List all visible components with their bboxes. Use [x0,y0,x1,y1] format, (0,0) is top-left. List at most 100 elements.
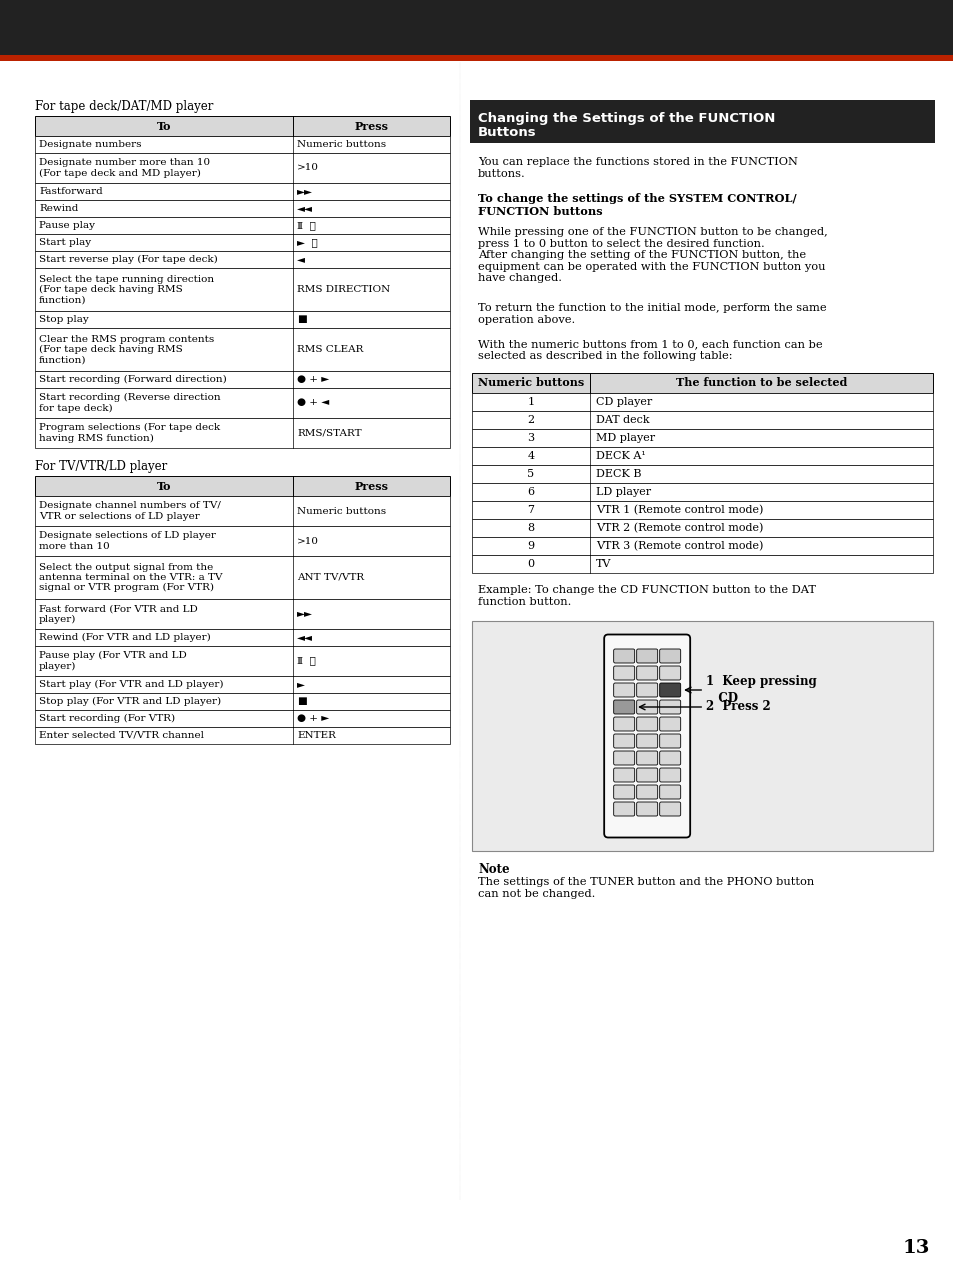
Bar [35,676,450,693]
Text: Numeric buttons: Numeric buttons [296,506,386,515]
Text: 8: 8 [527,523,534,533]
FancyBboxPatch shape [636,700,657,714]
Bar [35,476,450,496]
Bar [35,183,450,200]
Text: ◄◄: ◄◄ [296,205,313,213]
FancyBboxPatch shape [636,649,657,663]
Bar [472,519,932,537]
Bar [472,447,932,465]
Text: Enter selected TV/VTR channel: Enter selected TV/VTR channel [39,731,204,740]
FancyBboxPatch shape [613,700,634,714]
Bar [0,56,953,61]
Text: ● + ◄: ● + ◄ [296,399,329,408]
Bar [472,429,932,447]
Text: ● + ►: ● + ► [296,714,329,722]
Text: CD player: CD player [596,397,652,407]
Text: Start recording (For VTR): Start recording (For VTR) [39,714,175,722]
Bar [35,710,450,727]
Text: VTR 3 (Remote control mode): VTR 3 (Remote control mode) [596,541,762,551]
Text: Rewind: Rewind [39,205,78,213]
FancyBboxPatch shape [636,734,657,748]
Bar [35,645,450,676]
Bar [35,116,450,136]
Bar [472,621,932,851]
Text: Press: Press [355,480,388,491]
Text: 13: 13 [902,1239,929,1257]
Text: 4: 4 [527,451,534,461]
Text: CD: CD [705,692,738,705]
Text: RMS/START: RMS/START [296,428,361,437]
Text: ANT TV/VTR: ANT TV/VTR [296,573,364,582]
Bar [472,393,932,410]
Text: 9: 9 [527,541,534,551]
Text: Stop play: Stop play [39,314,89,325]
Bar [35,153,450,183]
Text: Designate numbers: Designate numbers [39,140,141,149]
Text: Numeric buttons: Numeric buttons [477,378,583,389]
Bar [35,328,450,371]
FancyBboxPatch shape [659,802,680,816]
FancyBboxPatch shape [659,700,680,714]
FancyBboxPatch shape [659,649,680,663]
Text: Buttons: Buttons [477,126,536,139]
FancyBboxPatch shape [613,683,634,697]
Text: Press: Press [355,120,388,131]
Text: Changing the Settings of the FUNCTION: Changing the Settings of the FUNCTION [477,112,775,125]
FancyBboxPatch shape [636,768,657,782]
Text: Stop play (For VTR and LD player): Stop play (For VTR and LD player) [39,697,221,706]
Text: 7: 7 [527,505,534,515]
Text: Select the output signal from the
antenna terminal on the VTR: a TV
signal or VT: Select the output signal from the antenn… [39,562,222,592]
FancyBboxPatch shape [636,717,657,731]
Text: The settings of the TUNER button and the PHONO button
can not be changed.: The settings of the TUNER button and the… [477,877,814,898]
Text: ◄◄: ◄◄ [296,633,313,642]
Text: 3: 3 [527,433,534,443]
Text: To: To [156,480,172,491]
FancyBboxPatch shape [613,768,634,782]
Bar [35,556,450,599]
Bar [35,693,450,710]
Text: Designate channel numbers of TV/
VTR or selections of LD player: Designate channel numbers of TV/ VTR or … [39,501,221,520]
Text: ● + ►: ● + ► [296,375,329,384]
Text: Note: Note [477,863,509,877]
Bar [35,251,450,268]
Bar [472,482,932,501]
FancyBboxPatch shape [659,666,680,679]
Text: Rewind (For VTR and LD player): Rewind (For VTR and LD player) [39,633,211,642]
Bar [35,371,450,388]
Bar [472,373,932,393]
Text: DECK B: DECK B [596,469,640,479]
Bar [35,629,450,645]
Bar [470,100,934,143]
FancyBboxPatch shape [613,734,634,748]
Text: 6: 6 [527,488,534,498]
Bar [35,268,450,311]
Text: For tape deck/DAT/MD player: For tape deck/DAT/MD player [35,100,213,112]
FancyBboxPatch shape [636,683,657,697]
Text: You can replace the functions stored in the FUNCTION
buttons.: You can replace the functions stored in … [477,157,797,178]
Text: For TV/VTR/LD player: For TV/VTR/LD player [35,460,167,474]
FancyBboxPatch shape [613,649,634,663]
Text: ►►: ►► [296,610,313,619]
Bar [472,465,932,482]
FancyBboxPatch shape [636,666,657,679]
Text: 2  Press 2: 2 Press 2 [705,701,770,714]
Text: DECK A¹: DECK A¹ [596,451,645,461]
FancyBboxPatch shape [659,683,680,697]
Text: Fast forward (For VTR and LD
player): Fast forward (For VTR and LD player) [39,604,197,624]
Text: Start recording (Reverse direction
for tape deck): Start recording (Reverse direction for t… [39,393,220,413]
Text: DAT deck: DAT deck [596,416,649,426]
Bar [472,410,932,429]
FancyBboxPatch shape [613,666,634,679]
Text: Example: To change the CD FUNCTION button to the DAT
function button.: Example: To change the CD FUNCTION butto… [477,585,815,606]
Text: Numeric buttons: Numeric buttons [296,140,386,149]
Bar [0,0,953,56]
Text: VTR 1 (Remote control mode): VTR 1 (Remote control mode) [596,505,762,515]
Text: ►  ❘: ► ❘ [296,237,317,248]
FancyBboxPatch shape [636,751,657,765]
Text: >10: >10 [296,163,318,173]
Text: 0: 0 [527,560,534,570]
Text: Designate selections of LD player
more than 10: Designate selections of LD player more t… [39,532,215,551]
FancyBboxPatch shape [659,786,680,799]
Text: To return the function to the initial mode, perform the same
operation above.: To return the function to the initial mo… [477,303,825,325]
Text: Start reverse play (For tape deck): Start reverse play (For tape deck) [39,255,217,264]
